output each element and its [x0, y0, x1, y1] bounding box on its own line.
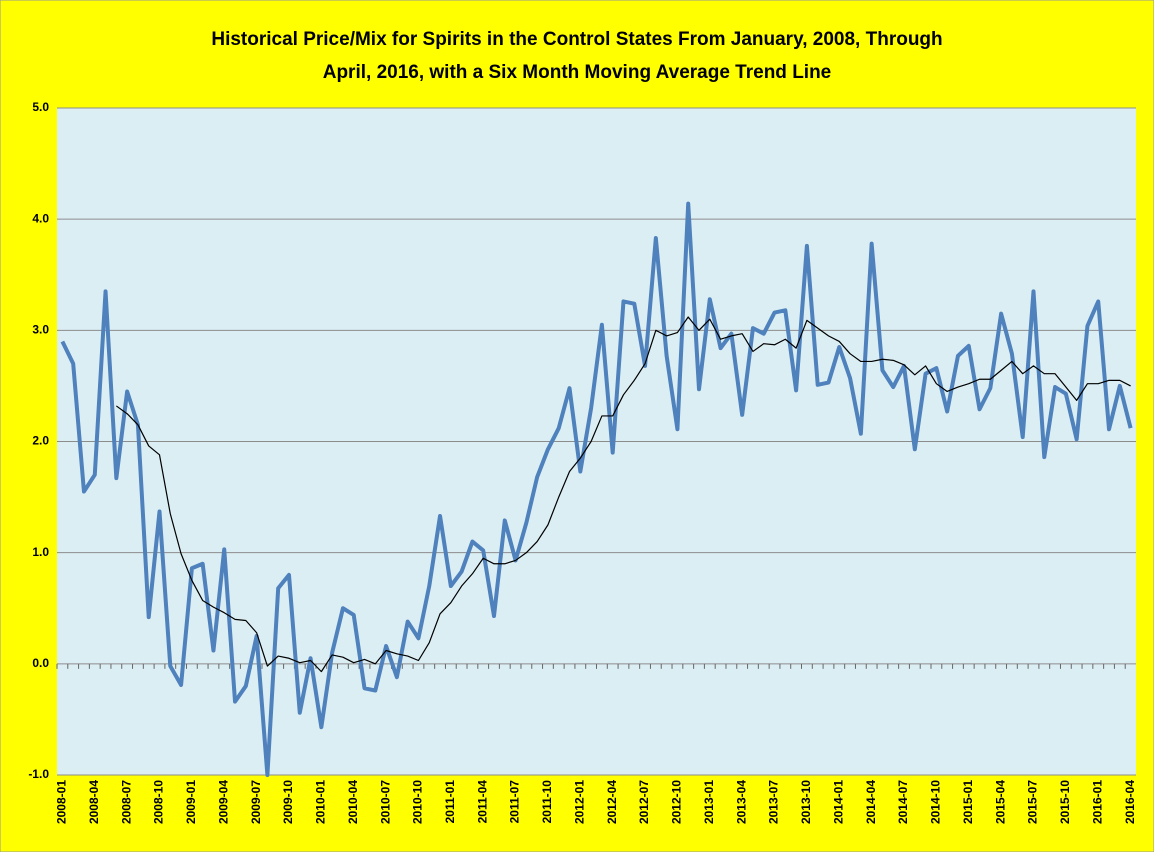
- x-tick-label: 2009-07: [249, 780, 263, 824]
- x-tick-label: 2014-01: [831, 780, 845, 824]
- x-tick-label: 2014-10: [929, 780, 943, 824]
- y-tick-label: -1.0: [28, 767, 49, 781]
- chart-title: Historical Price/Mix for Spirits in the …: [211, 29, 942, 50]
- x-tick-label: 2012-01: [572, 780, 586, 824]
- x-tick-label: 2009-10: [281, 780, 295, 824]
- x-tick-label: 2011-07: [508, 780, 522, 824]
- x-tick-label: 2013-01: [702, 780, 716, 824]
- y-tick-label: 5.0: [32, 100, 49, 114]
- x-tick-label: 2012-04: [605, 780, 619, 824]
- x-tick-label: 2013-10: [799, 780, 813, 824]
- x-tick-label: 2014-07: [896, 780, 910, 824]
- x-tick-label: 2016-04: [1123, 780, 1137, 824]
- x-tick-label: 2015-10: [1058, 780, 1072, 824]
- x-tick-label: 2013-04: [734, 780, 748, 824]
- y-tick-label: 0.0: [32, 656, 49, 670]
- x-tick-label: 2010-07: [378, 780, 392, 824]
- x-tick-label: 2013-07: [767, 780, 781, 824]
- line-series: [115, 316, 1131, 673]
- x-tick-label: 2015-01: [961, 780, 975, 824]
- y-tick-label: 3.0: [32, 323, 49, 337]
- x-tick-label: 2009-01: [184, 780, 198, 824]
- x-tick-label: 2014-04: [864, 780, 878, 824]
- x-tick-label: 2012-10: [670, 780, 684, 824]
- x-tick-label: 2010-01: [314, 780, 328, 824]
- x-tick-label: 2008-04: [87, 780, 101, 824]
- chart-title: April, 2016, with a Six Month Moving Ave…: [323, 62, 832, 83]
- y-tick-label: 4.0: [32, 211, 49, 225]
- x-tick-label: 2011-04: [475, 780, 489, 824]
- x-tick-label: 2010-10: [411, 780, 425, 824]
- x-tick-label: 2016-01: [1090, 780, 1104, 824]
- y-tick-label: 1.0: [32, 545, 49, 559]
- x-tick-label: 2011-01: [443, 780, 457, 824]
- x-tick-label: 2009-04: [216, 780, 230, 824]
- x-tick-label: 2008-10: [152, 780, 166, 824]
- x-tick-label: 2008-07: [119, 780, 133, 824]
- x-tick-label: 2008-01: [55, 780, 69, 824]
- y-tick-label: 2.0: [32, 434, 49, 448]
- line-series: [60, 201, 1133, 777]
- x-tick-label: 2015-07: [1026, 780, 1040, 824]
- x-tick-label: 2011-10: [540, 780, 554, 824]
- x-tick-label: 2012-07: [637, 780, 651, 824]
- x-tick-label: 2010-04: [346, 780, 360, 824]
- x-tick-label: 2015-04: [993, 780, 1007, 824]
